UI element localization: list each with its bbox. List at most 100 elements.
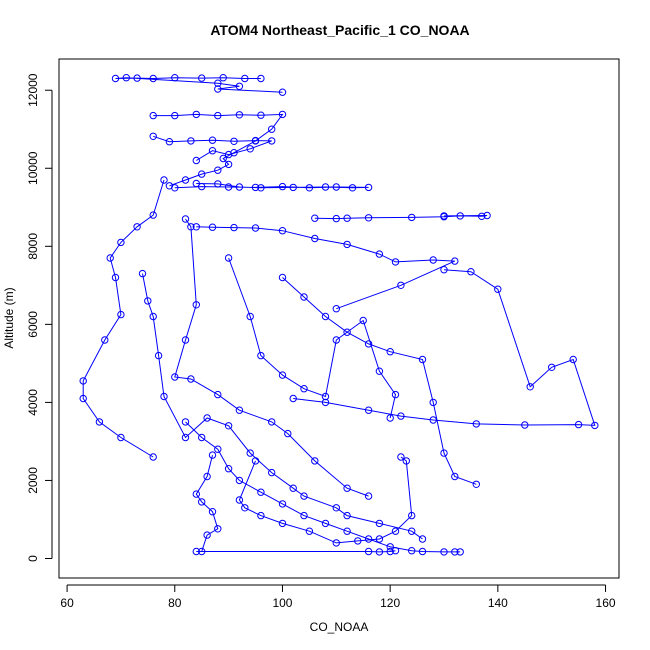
data-point (251, 224, 260, 232)
series-line-6 (82, 179, 165, 458)
data-point (111, 273, 120, 282)
data-point (364, 183, 373, 192)
x-tick-label: 140 (488, 596, 508, 610)
data-point (181, 336, 190, 344)
data-point (418, 547, 427, 556)
data-point (451, 548, 459, 556)
data-point (472, 420, 480, 428)
data-point (451, 257, 459, 265)
data-point (456, 212, 464, 220)
data-point (224, 422, 233, 430)
y-tick-label: 10000 (26, 151, 40, 185)
x-tick-label: 80 (168, 596, 182, 610)
data-point (278, 500, 287, 508)
data-point (364, 535, 373, 543)
series-line-10 (282, 277, 477, 485)
data-point (494, 285, 502, 293)
data-point (278, 371, 287, 379)
data-point (343, 214, 351, 222)
data-point (375, 250, 384, 258)
data-point (214, 180, 222, 188)
y-tick-label: 0 (26, 555, 40, 562)
data-point (111, 74, 120, 83)
data-point (235, 111, 244, 119)
data-point (181, 418, 190, 426)
data-point (214, 525, 222, 533)
series-line-7 (174, 218, 369, 497)
data-point (300, 385, 308, 393)
data-point (171, 111, 179, 120)
data-point (224, 150, 233, 159)
data-point (251, 457, 260, 465)
data-point (117, 238, 125, 247)
data-point (343, 328, 351, 336)
data-point (165, 138, 174, 146)
data-marks (79, 74, 599, 556)
data-point (332, 214, 340, 223)
data-point (278, 519, 287, 528)
data-point (364, 492, 373, 500)
data-point (149, 111, 157, 120)
data-point (391, 527, 400, 535)
data-point (321, 398, 330, 407)
data-point (171, 74, 179, 82)
data-point (526, 383, 534, 391)
series-line-13 (195, 454, 396, 553)
x-axis: 60 80 100 120 140 160 (60, 584, 616, 610)
data-point (397, 453, 405, 461)
data-point (203, 531, 211, 539)
data-point (181, 433, 190, 442)
data-point (574, 420, 583, 429)
data-point (332, 539, 340, 547)
data-point (241, 74, 249, 83)
plot-frame (58, 58, 620, 579)
data-point (321, 312, 330, 321)
y-tick-label: 8000 (26, 233, 40, 260)
data-point (192, 547, 201, 556)
data-point (391, 258, 400, 266)
data-point (332, 336, 340, 344)
data-point (386, 543, 394, 551)
data-point (343, 511, 351, 520)
data-point (224, 183, 233, 191)
data-point (246, 145, 254, 153)
data-point (289, 484, 297, 492)
data-point (203, 414, 211, 422)
data-point (198, 547, 206, 556)
data-point (300, 492, 308, 500)
data-point (214, 111, 222, 120)
data-point (397, 281, 405, 289)
chart-title: ATOM4 Northeast_Pacific_1 CO_NOAA (210, 22, 469, 38)
data-point (467, 268, 475, 276)
series-line-12 (185, 421, 461, 553)
x-tick-label: 60 (60, 596, 74, 610)
y-tick-label: 6000 (26, 311, 40, 338)
data-point (257, 184, 265, 192)
data-point (79, 377, 87, 385)
data-point (117, 310, 125, 319)
data-point (375, 519, 384, 528)
data-point (408, 213, 416, 222)
series-line-4 (314, 215, 488, 220)
data-point (149, 453, 157, 461)
series-line-3 (174, 183, 369, 189)
data-point (235, 406, 244, 414)
y-tick-label: 4000 (26, 389, 40, 416)
data-point (268, 418, 276, 426)
data-point (192, 156, 201, 165)
data-point (278, 182, 287, 191)
data-point (483, 211, 491, 220)
data-point (192, 110, 201, 119)
data-point (235, 183, 244, 191)
data-point (224, 160, 233, 169)
data-point (235, 476, 244, 485)
data-point (257, 74, 265, 83)
data-point (257, 511, 265, 520)
data-point (79, 394, 87, 403)
series-line-14 (238, 456, 413, 544)
data-point (198, 498, 206, 506)
data-point (268, 137, 276, 145)
data-point (364, 547, 373, 556)
data-point (160, 176, 168, 184)
